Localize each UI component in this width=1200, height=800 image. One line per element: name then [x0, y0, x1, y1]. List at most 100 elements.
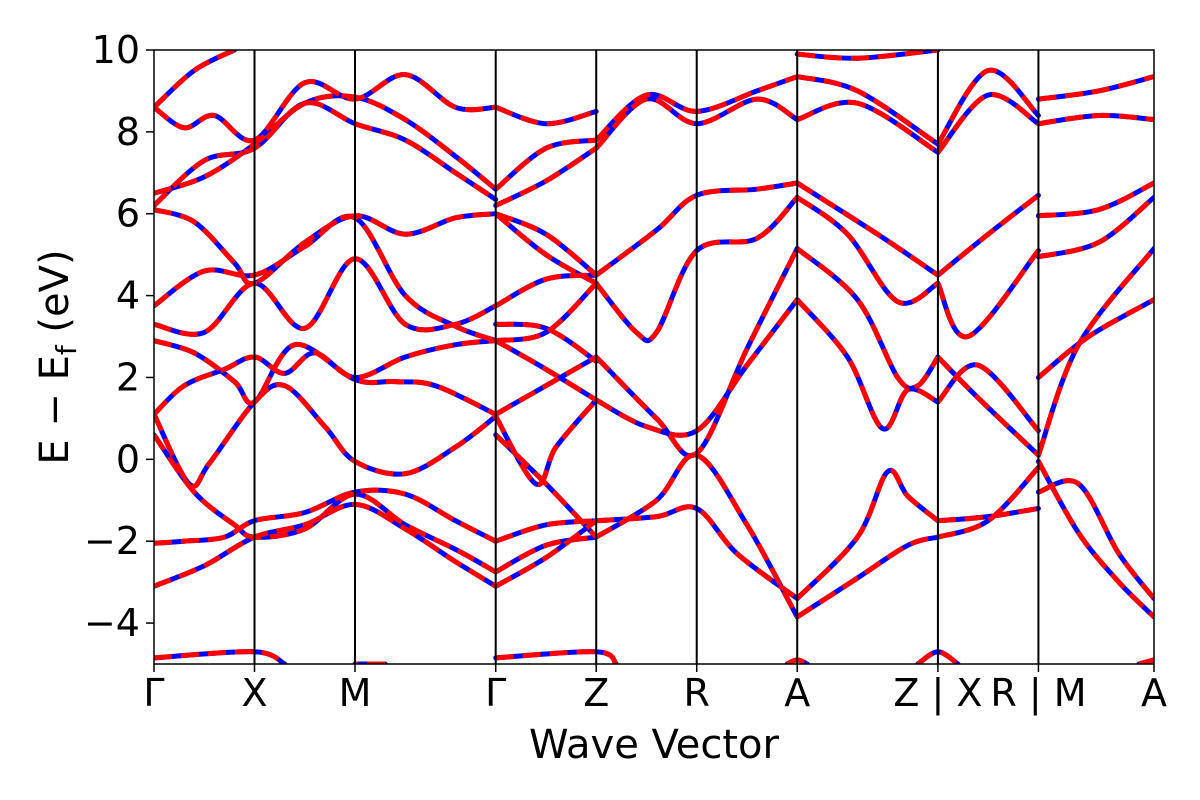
band-23-red [494, 211, 598, 278]
band-59-red [1038, 112, 1154, 127]
band-5-red [154, 338, 497, 417]
band-8-red [154, 207, 496, 287]
band-20-blue [493, 280, 599, 344]
band-33-red [594, 180, 798, 278]
band-44-red [797, 50, 939, 61]
band-24-blue [493, 211, 599, 286]
band-13-red [494, 534, 597, 575]
band-39-red [795, 246, 941, 391]
band-9-red [154, 100, 498, 208]
band-46-red [937, 465, 1041, 540]
band-30-red [594, 298, 800, 438]
x-tick-label: A [1141, 671, 1167, 715]
band-21-red [495, 321, 598, 364]
kpath-lines [253, 50, 1040, 664]
x-tick-label: Z [583, 671, 609, 715]
x-tick-label: A [784, 671, 810, 715]
band-10-blue [154, 93, 499, 196]
band-16-red [493, 398, 599, 487]
plot-frame [153, 49, 1155, 665]
x-axis-label: Wave Vector [529, 722, 780, 768]
band-60-red [1038, 74, 1154, 102]
band-61-red [154, 649, 286, 664]
band-13-blue [493, 534, 599, 575]
y-tick-label: 10 [92, 28, 140, 72]
band-56-blue [1035, 246, 1154, 458]
band-57-red [1037, 195, 1154, 260]
band-27-red [494, 104, 597, 127]
band-4-red [154, 338, 496, 417]
y-tick-label: 4 [116, 274, 140, 318]
band-62-red [495, 649, 619, 664]
y-tick-label: −2 [84, 519, 140, 563]
y-axis-label-subscript: f [50, 344, 83, 355]
x-tick-label: Γ [143, 671, 164, 715]
band-10-red [154, 93, 498, 196]
band-3-red [154, 433, 497, 575]
band-57-blue [1035, 194, 1154, 260]
x-tick-label: R | M [990, 671, 1086, 716]
band-63-red [916, 649, 960, 664]
band-51-red [935, 92, 1040, 154]
band-42-red [796, 99, 940, 155]
band-37-red [795, 534, 939, 620]
band-26-red [494, 137, 597, 192]
band-34-red [594, 96, 799, 150]
band-28-red [596, 504, 799, 601]
band-43-red [796, 74, 940, 147]
band-7-blue [154, 213, 499, 344]
band-45-red [937, 506, 1039, 524]
band-15-red [494, 518, 598, 589]
band-47-red [936, 362, 1041, 433]
band-24-red [494, 211, 598, 286]
band-19-red [494, 354, 598, 417]
band-36-red [795, 467, 940, 601]
band-11-red [154, 72, 496, 144]
y-tick-label: 0 [116, 437, 140, 481]
band-40-red [795, 195, 940, 306]
band-50-red [936, 193, 1040, 278]
band-32-red [594, 195, 800, 344]
y-axis-ticks: −4 −2 0 2 4 6 8 10 [84, 28, 154, 645]
band-46-blue [935, 465, 1041, 540]
band-6-red [154, 256, 497, 337]
band-49-red [935, 249, 1041, 340]
band-7-red [154, 213, 497, 343]
band-21-blue [493, 321, 599, 364]
band-31-red [594, 247, 800, 459]
y-axis-label: E − Ef (eV) [32, 249, 83, 464]
band-55-red [1036, 297, 1154, 380]
band-41-red [795, 180, 940, 278]
band-25-red [494, 146, 598, 208]
band-58-red [1038, 180, 1154, 219]
y-tick-label: 2 [116, 355, 140, 399]
band-18-red [494, 338, 598, 403]
y-axis-label-main: E − E [32, 355, 78, 465]
band-51-blue [935, 92, 1041, 155]
band-2-red [154, 382, 498, 489]
band-20-red [495, 281, 598, 344]
band-23-blue [493, 211, 599, 278]
band-17-red [493, 433, 599, 539]
band-2-blue [154, 382, 499, 489]
band-48-red [936, 355, 1041, 458]
band-14-red [494, 518, 597, 544]
band-29-red [594, 452, 800, 619]
x-tick-label: Γ [485, 671, 506, 715]
y-tick-label: 6 [116, 192, 140, 236]
y-axis-label-unit: (eV) [32, 249, 78, 345]
band-56-red [1036, 246, 1154, 457]
band-1-red [154, 487, 497, 546]
x-tick-label: R [684, 671, 710, 715]
x-tick-label: Z | X [893, 671, 982, 716]
band-54-red [1036, 460, 1154, 619]
band-52-red [935, 67, 1041, 146]
x-tick-label: X [241, 671, 267, 715]
y-tick-label: 8 [116, 110, 140, 154]
x-tick-label: M [339, 671, 372, 715]
bands-layer [154, 50, 1154, 664]
band-53-blue [1035, 478, 1154, 601]
y-tick-label: −4 [84, 601, 140, 645]
